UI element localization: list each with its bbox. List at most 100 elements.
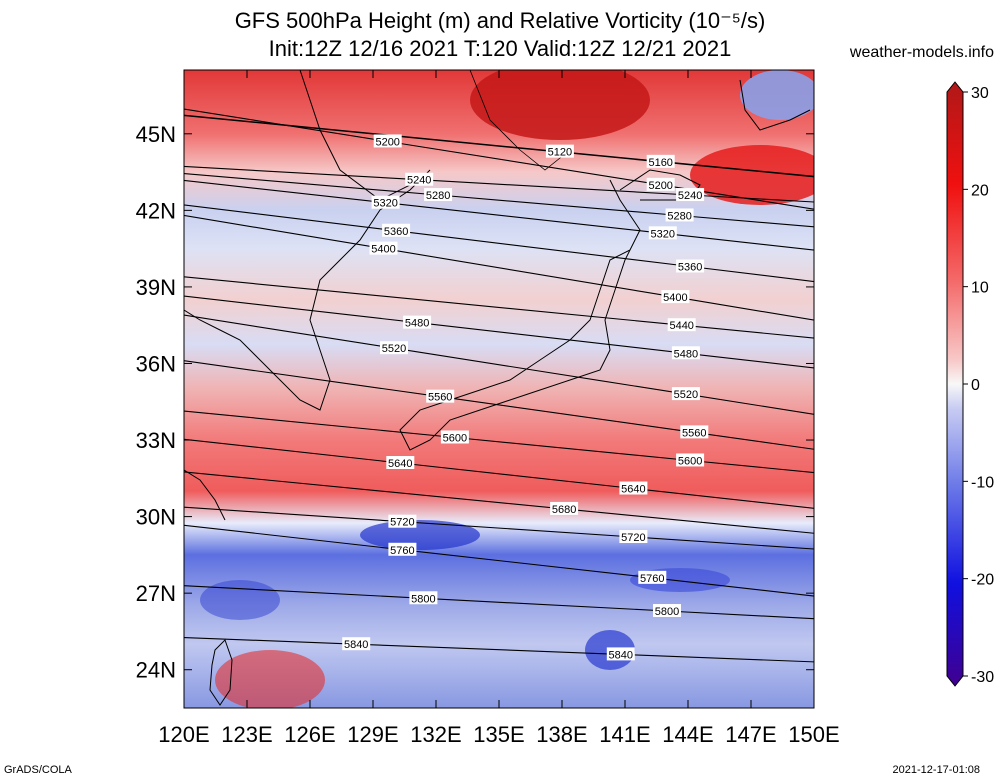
- contour-label-bg: [403, 315, 432, 329]
- contour-line-5640: [184, 438, 814, 509]
- contour-label: 5240: [407, 175, 431, 187]
- contour-label-bg: [371, 195, 400, 209]
- vorticity-min-southwest: [200, 580, 280, 620]
- contour-line-5520: [184, 314, 814, 415]
- lon-tick-label: 123E: [221, 722, 272, 747]
- contour-label: 5400: [371, 244, 395, 256]
- contour-label-bg: [619, 481, 648, 495]
- site-label: weather-models.info: [849, 44, 994, 61]
- contour-label: 5240: [678, 190, 702, 202]
- contour-line-5720: [184, 506, 814, 550]
- contour-label: 5400: [663, 292, 687, 304]
- contour-label-bg: [386, 456, 415, 470]
- contour-label: 5160: [648, 157, 672, 169]
- contour-label-bg: [545, 144, 574, 158]
- contour-label-bg: [380, 341, 408, 355]
- coastline-japan: [399, 179, 641, 451]
- vorticity-max-north: [470, 70, 650, 140]
- contour-label-bg: [676, 453, 705, 467]
- contour-label: 5560: [682, 427, 706, 439]
- contour-line-5280: [184, 173, 814, 228]
- lon-tick-label: 120E: [158, 722, 209, 747]
- contour-label: 5640: [621, 484, 645, 496]
- lon-tick-label: 126E: [284, 722, 335, 747]
- contour-label: 5360: [384, 226, 408, 238]
- coastline-hokkaido: [619, 169, 701, 201]
- contour-label-bg: [342, 637, 371, 651]
- lon-tick-label: 150E: [788, 722, 839, 747]
- contour-line-5480: [184, 295, 814, 369]
- contour-label-bg: [646, 154, 675, 168]
- contour-label: 5840: [609, 649, 633, 661]
- contour-line-5400: [184, 214, 814, 321]
- contour-label-bg: [550, 501, 579, 515]
- contour-label: 5280: [426, 190, 450, 202]
- vorticity-min-northeast: [740, 70, 814, 120]
- map-axes: 120E 123E 126E 129E 132E 135E 138E 141E 144E 147E…: [136, 70, 840, 747]
- vorticity-field: [184, 70, 814, 708]
- contour-label-bg: [388, 542, 417, 556]
- contour-label: 5800: [411, 593, 435, 605]
- contour-line-5560: [184, 360, 814, 450]
- contour-label-bg: [369, 241, 398, 255]
- contour-label: 5520: [674, 389, 698, 401]
- footer-timestamp: 2021-12-17-01:08: [892, 764, 980, 776]
- contour-label-bg: [619, 530, 648, 544]
- contour-label: 5200: [375, 136, 399, 148]
- coastline-sakhalin-kurils: [739, 79, 811, 131]
- contour-label-bg: [424, 188, 453, 202]
- contour-label-bg: [373, 134, 402, 148]
- contour-label-bg: [680, 425, 709, 439]
- contour-label-bg: [671, 346, 700, 360]
- contour-label-bg: [606, 647, 635, 661]
- lon-tick-label: 138E: [536, 722, 587, 747]
- lat-tick-label: 45N: [136, 122, 176, 147]
- contour-label: 5800: [655, 606, 679, 618]
- contour-label: 5560: [428, 392, 452, 404]
- contour-label-bg: [653, 604, 681, 618]
- contour-label-bg: [676, 259, 705, 273]
- contour-label: 5480: [405, 318, 429, 330]
- coastline-taiwan: [209, 639, 233, 706]
- chart-title: GFS 500hPa Height (m) and Relative Vorti…: [234, 8, 766, 33]
- lon-tick-label: 147E: [725, 722, 776, 747]
- contour-label: 5480: [674, 348, 698, 360]
- contour-line-5840: [184, 636, 814, 663]
- contour-label-bg: [405, 172, 434, 186]
- contour-label: 5840: [344, 639, 368, 651]
- contour-label: 5760: [390, 545, 414, 557]
- vorticity-max-southwest: [215, 650, 325, 708]
- contour-label: 5720: [390, 517, 414, 529]
- contour-label: 5200: [648, 180, 672, 192]
- lat-tick-label: 24N: [136, 658, 176, 683]
- lon-tick-label: 135E: [473, 722, 524, 747]
- contour-label: 5120: [548, 147, 572, 159]
- contour-label: 5520: [382, 343, 406, 355]
- coastline-russia: [469, 70, 571, 171]
- contour-label-bg: [665, 208, 694, 222]
- vorticity-max-east: [690, 145, 814, 205]
- contour-label-bg: [676, 188, 705, 202]
- contour-label: 5600: [443, 432, 467, 444]
- lon-tick-label: 132E: [410, 722, 461, 747]
- coastline-korea-china: [184, 70, 431, 411]
- footer-software: GrADS/COLA: [4, 764, 72, 776]
- contour-label: 5440: [669, 320, 693, 332]
- contour-label: 5360: [678, 262, 702, 274]
- lon-tick-label: 144E: [662, 722, 713, 747]
- lat-tick-label: 39N: [136, 275, 176, 300]
- contour-line-5600: [184, 410, 814, 474]
- chart-subtitle: Init:12Z 12/16 2021 T:120 Valid:12Z 12/2…: [268, 36, 732, 61]
- lon-tick-label: 129E: [347, 722, 398, 747]
- vorticity-min-band: [360, 520, 480, 550]
- contour-label: 5280: [667, 210, 691, 222]
- contour-labels: 5120 5160 5200 5200 5240 5240 5280 5280 5320 5320…: [342, 134, 709, 661]
- lat-tick-label: 36N: [136, 351, 176, 376]
- lat-tick-label: 33N: [136, 428, 176, 453]
- contour-label: 5680: [552, 504, 576, 516]
- lat-tick-label: 42N: [136, 198, 176, 223]
- lat-tick-label: 27N: [136, 581, 176, 606]
- contour-label-bg: [661, 290, 690, 304]
- contour-label-bg: [409, 591, 438, 605]
- contour-label-bg: [667, 318, 696, 332]
